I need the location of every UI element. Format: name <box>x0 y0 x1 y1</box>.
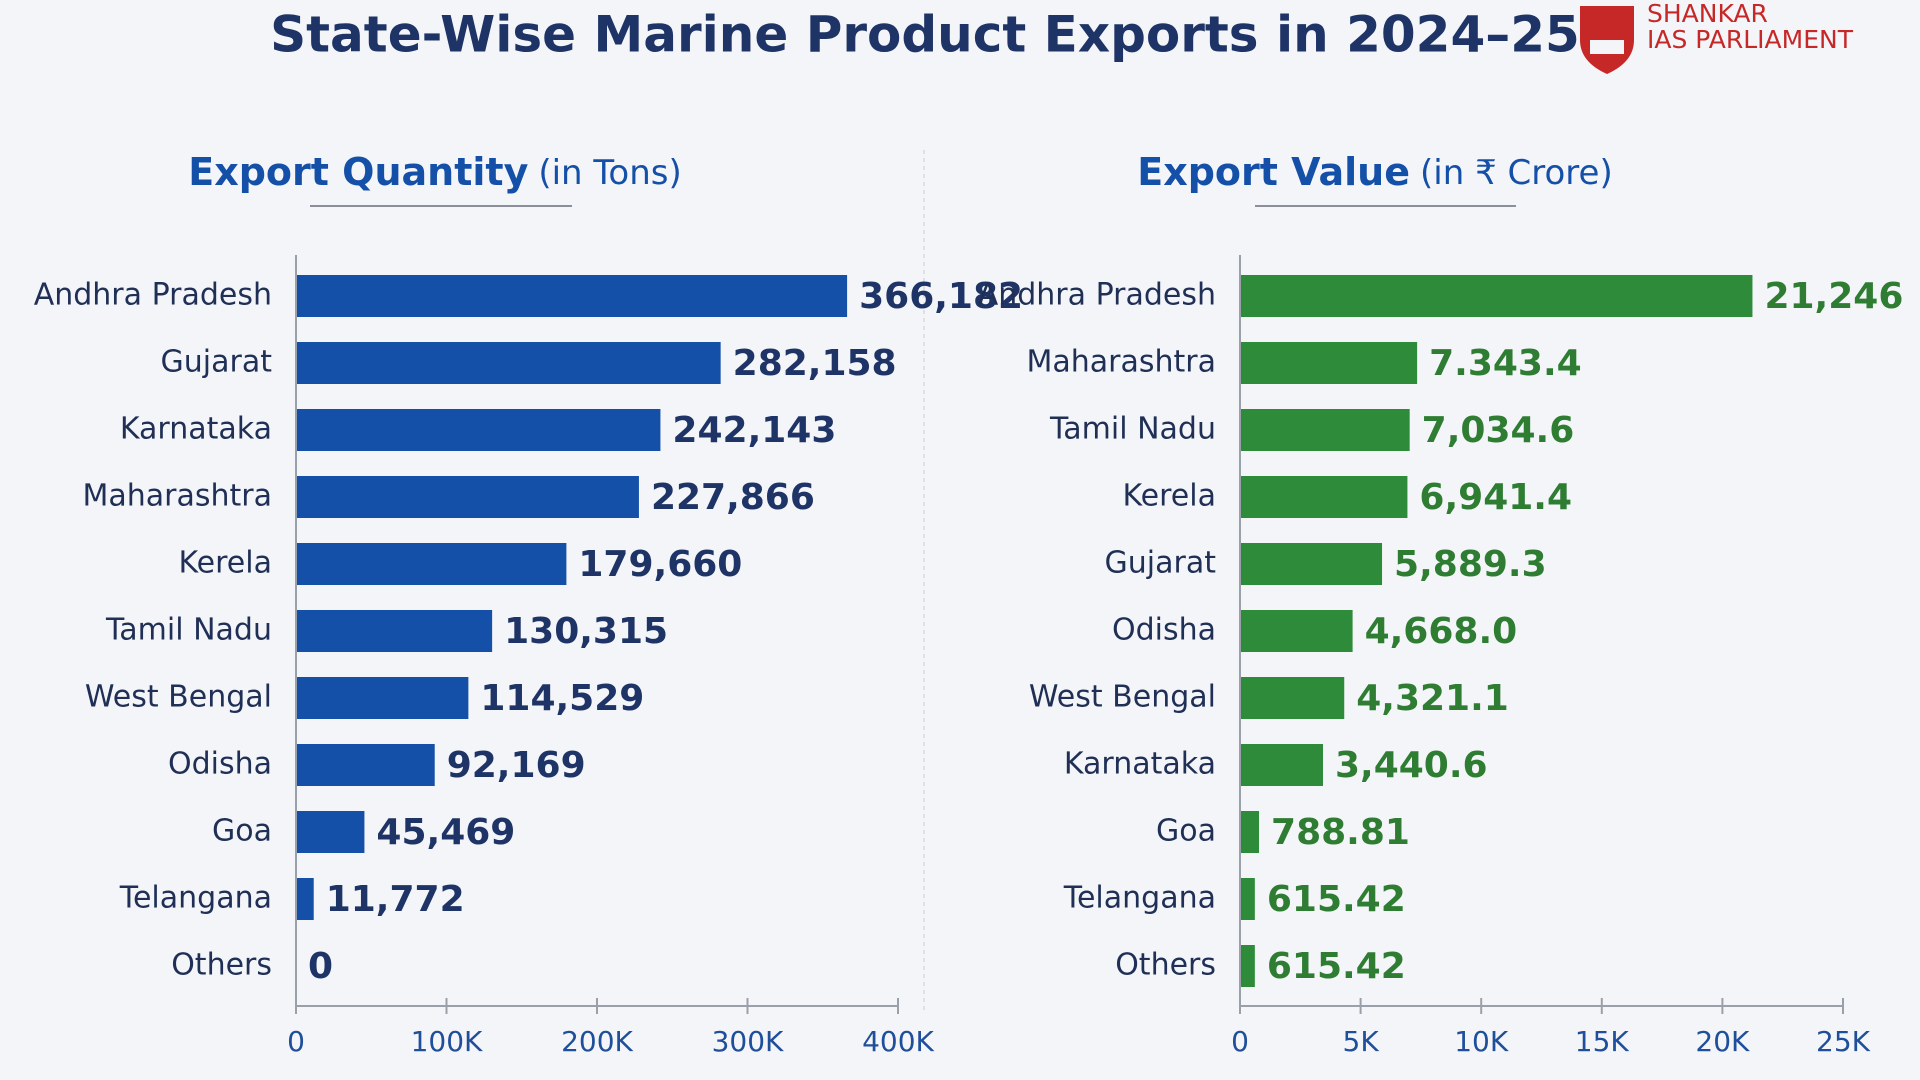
bar <box>1240 945 1255 987</box>
logo-building <box>1590 40 1624 54</box>
bar <box>1240 677 1345 719</box>
value-label: 7.343.4 <box>1429 343 1582 384</box>
category-label: Gujarat <box>1105 546 1217 581</box>
category-label: Maharashtra <box>82 479 272 514</box>
x-tick-label: 400K <box>862 1025 934 1058</box>
logo: SHANKAR IAS PARLIAMENT <box>1580 0 1854 74</box>
bar <box>1240 342 1418 384</box>
x-tick-label: 0 <box>287 1025 305 1058</box>
x-tick-label: 5K <box>1343 1025 1380 1058</box>
value-label: 114,529 <box>480 678 644 719</box>
bar <box>296 342 721 384</box>
chart-subtitle: (in Tons) <box>538 153 681 193</box>
category-label: Maharashtra <box>1026 345 1216 380</box>
category-label: Others <box>1115 948 1216 983</box>
chart-title: Export Quantity (in Tons) <box>188 150 681 194</box>
bar <box>1240 811 1260 853</box>
value-label: 615.42 <box>1267 879 1406 920</box>
x-tick-label: 0 <box>1231 1025 1249 1058</box>
bar <box>296 543 567 585</box>
bar <box>296 409 661 451</box>
value-label: 227,866 <box>651 477 815 518</box>
bar <box>296 811 365 853</box>
category-label: Karnataka <box>1064 747 1216 782</box>
chart-subtitle: (in ₹ Crore) <box>1420 153 1613 193</box>
value-label: 4,668.0 <box>1365 611 1518 652</box>
category-label: Odisha <box>1112 613 1216 648</box>
category-label: Karnataka <box>120 412 272 447</box>
value-label: 11,772 <box>326 879 465 920</box>
value-label: 92,169 <box>447 745 586 786</box>
x-tick-label: 25K <box>1816 1025 1871 1058</box>
category-label: Andhra Pradesh <box>978 278 1216 313</box>
category-label: Gujarat <box>161 345 273 380</box>
category-label: Goa <box>1156 814 1216 849</box>
value-label: 788.81 <box>1271 812 1410 853</box>
chart-title-main: Export Value <box>1137 150 1410 194</box>
bar <box>1240 878 1255 920</box>
page-title: State-Wise Marine Product Exports in 202… <box>270 6 1580 64</box>
category-label: Tamil Nadu <box>1049 412 1216 447</box>
category-label: Telangana <box>1063 881 1216 916</box>
category-label: Andhra Pradesh <box>34 278 272 313</box>
bar <box>1240 610 1353 652</box>
value-label: 130,315 <box>504 611 668 652</box>
category-label: Odisha <box>168 747 272 782</box>
bar <box>296 610 493 652</box>
value-label: 45,469 <box>376 812 515 853</box>
x-tick-label: 200K <box>561 1025 633 1058</box>
category-label: Kerela <box>179 546 273 581</box>
logo-text: SHANKAR <box>1647 0 1768 28</box>
bar <box>296 878 314 920</box>
bar <box>1240 409 1410 451</box>
value-label: 242,143 <box>672 410 836 451</box>
bar <box>296 476 639 518</box>
value-label: 7,034.6 <box>1422 410 1575 451</box>
bar <box>296 677 469 719</box>
bar <box>1240 744 1323 786</box>
value-label: 282,158 <box>733 343 897 384</box>
value-label: 366,182 <box>859 276 1023 317</box>
value-label: 4,321.1 <box>1356 678 1509 719</box>
category-label: Kerela <box>1123 479 1217 514</box>
x-tick-label: 15K <box>1575 1025 1630 1058</box>
value-label: 6,941.4 <box>1419 477 1572 518</box>
category-label: Telangana <box>119 881 272 916</box>
bar <box>1240 476 1408 518</box>
value-label: 5,889.3 <box>1394 544 1547 585</box>
value-label: 615.42 <box>1267 946 1406 987</box>
category-label: West Bengal <box>1029 680 1216 715</box>
x-tick-label: 100K <box>411 1025 483 1058</box>
value-label: 179,660 <box>578 544 742 585</box>
category-label: West Bengal <box>85 680 272 715</box>
logo-text: IAS PARLIAMENT <box>1647 25 1854 54</box>
category-label: Goa <box>212 814 272 849</box>
x-tick-label: 20K <box>1695 1025 1750 1058</box>
category-label: Others <box>171 948 272 983</box>
chart-title: Export Value (in ₹ Crore) <box>1137 150 1612 194</box>
x-tick-label: 10K <box>1454 1025 1509 1058</box>
bar <box>1240 275 1753 317</box>
value-label: 21,246 <box>1764 276 1903 317</box>
bar <box>296 275 848 317</box>
value-label: 3,440.6 <box>1335 745 1488 786</box>
value-label: 0 <box>308 946 333 987</box>
bar <box>1240 543 1383 585</box>
x-tick-label: 300K <box>712 1025 784 1058</box>
chart-title-main: Export Quantity <box>188 150 528 194</box>
bar <box>296 744 435 786</box>
category-label: Tamil Nadu <box>105 613 272 648</box>
